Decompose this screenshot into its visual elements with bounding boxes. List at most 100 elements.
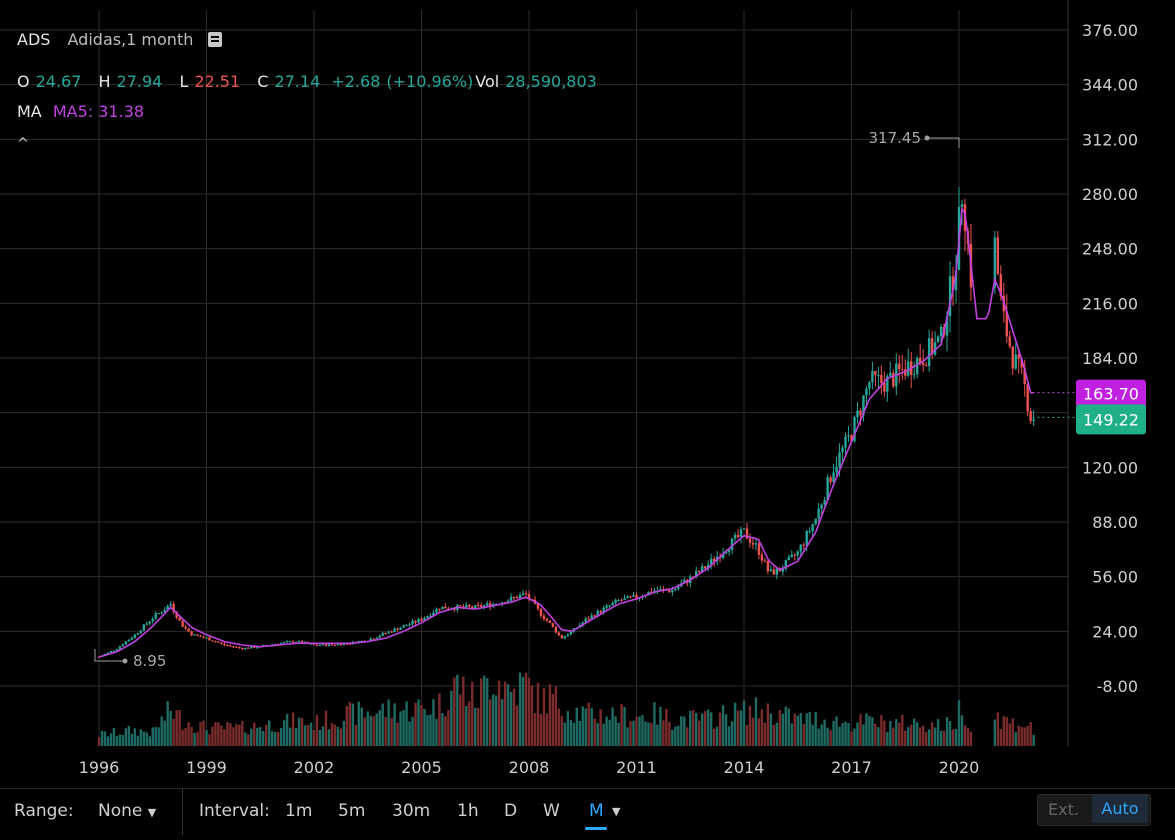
volume-bar (447, 710, 450, 746)
volume-bar (133, 728, 137, 746)
volume-bar (820, 724, 823, 746)
y-tick-label: 376.00 (1082, 21, 1138, 40)
volume-bar (838, 726, 841, 746)
ext-button[interactable]: Ext. (1048, 800, 1079, 819)
interval-5m[interactable]: 5m (338, 801, 366, 821)
high-leader-line (927, 137, 960, 149)
volume-bar (584, 708, 587, 746)
volume-bar (97, 737, 101, 746)
volume-bar (462, 676, 465, 746)
volume-bar (814, 711, 817, 746)
volume-bar (748, 705, 752, 746)
volume-bar (265, 724, 268, 746)
volume-bar (883, 720, 886, 746)
volume-bar (599, 709, 602, 746)
candle-body (333, 645, 337, 647)
interval-30m[interactable]: 30m (392, 801, 431, 821)
candle-body (659, 588, 662, 591)
candle-body (948, 276, 952, 317)
extreme-annotations: 317.45 8.95 (94, 129, 960, 670)
price-chart[interactable]: 317.45 8.95 376.00 344.00 312.00 280.00 248.0… (0, 0, 1175, 788)
interval-w[interactable]: W (543, 801, 560, 821)
volume-bar (169, 710, 172, 746)
volume-bar (115, 735, 119, 746)
candle-body (593, 615, 596, 617)
candle-body (611, 602, 614, 606)
volume-bar (506, 684, 510, 746)
volume-bar (862, 724, 865, 746)
candle-body (901, 369, 904, 371)
volume-bar (223, 729, 226, 746)
candle-body (139, 630, 143, 634)
candle-body (208, 637, 211, 641)
candle-body (420, 618, 423, 621)
volume-bar (521, 676, 525, 746)
document-icon[interactable] (208, 32, 223, 47)
volume-bar (730, 721, 734, 746)
volume-bar (826, 727, 829, 746)
x-tick-label: 1996 (79, 758, 120, 777)
candle-body (133, 634, 137, 638)
interval-chevron-down-icon[interactable]: ▼ (612, 805, 621, 818)
volume-bar (423, 709, 426, 746)
volume-bar (662, 720, 665, 746)
candle-body (626, 596, 629, 599)
volume-bar (924, 732, 928, 746)
volume-bar (712, 728, 716, 746)
interval-d[interactable]: D (504, 801, 518, 821)
auto-button[interactable]: Auto (1092, 795, 1148, 823)
volume-bar (429, 714, 432, 746)
volume-bar (706, 709, 710, 746)
high-label: H (98, 72, 111, 91)
volume-bar (871, 717, 874, 746)
volume-bar (441, 712, 444, 746)
candle-body (327, 644, 331, 646)
candle-body (130, 637, 134, 640)
interval-m[interactable]: M (589, 801, 604, 821)
y-axis: 376.00 344.00 312.00 280.00 248.00 216.00 184.… (1082, 21, 1138, 696)
volume-bar (850, 731, 853, 746)
candle-body (584, 618, 587, 623)
candle-body (253, 646, 256, 648)
volume-bar (315, 714, 319, 746)
volume-bar (339, 728, 343, 746)
y-tick-label: 88.00 (1092, 513, 1138, 532)
volume-bar (474, 707, 477, 746)
volume-bar (865, 713, 868, 746)
close-value: 27.14 (274, 72, 321, 91)
candle-body (790, 554, 793, 558)
x-tick-label: 2002 (294, 758, 335, 777)
candle-body (438, 608, 441, 610)
volume-bar (718, 712, 722, 746)
collapse-legend-icon[interactable]: ^ (17, 136, 29, 152)
volume-bar (736, 710, 740, 746)
x-tick-label: 2008 (509, 758, 550, 777)
chevron-down-icon: ▼ (147, 806, 157, 819)
candle-body (748, 538, 752, 543)
candle-body (730, 538, 734, 551)
volume-bar (1032, 734, 1035, 746)
candle-body (336, 644, 340, 646)
candle-body (614, 599, 617, 603)
volume-bar (659, 706, 662, 746)
range-select[interactable]: None ▼ (98, 801, 156, 821)
candle-body (163, 609, 166, 613)
candle-body (291, 641, 295, 643)
candle-body (927, 338, 931, 367)
candle-body (844, 436, 847, 448)
candle-body (223, 643, 226, 646)
volume-bar (157, 727, 160, 746)
x-tick-label: 2014 (724, 758, 765, 777)
interval-1m[interactable]: 1m (285, 801, 313, 821)
interval-1h[interactable]: 1h (457, 801, 479, 821)
y-tick-label: 280.00 (1082, 185, 1138, 204)
candle-body (175, 611, 178, 618)
candle-body (471, 606, 474, 608)
candle-body (232, 646, 235, 648)
candle-body (384, 632, 387, 634)
volume-bar (560, 716, 564, 746)
volume-bar (641, 714, 644, 746)
volume-bar (214, 722, 217, 746)
candle-body (739, 529, 743, 537)
candle-body (620, 599, 623, 601)
